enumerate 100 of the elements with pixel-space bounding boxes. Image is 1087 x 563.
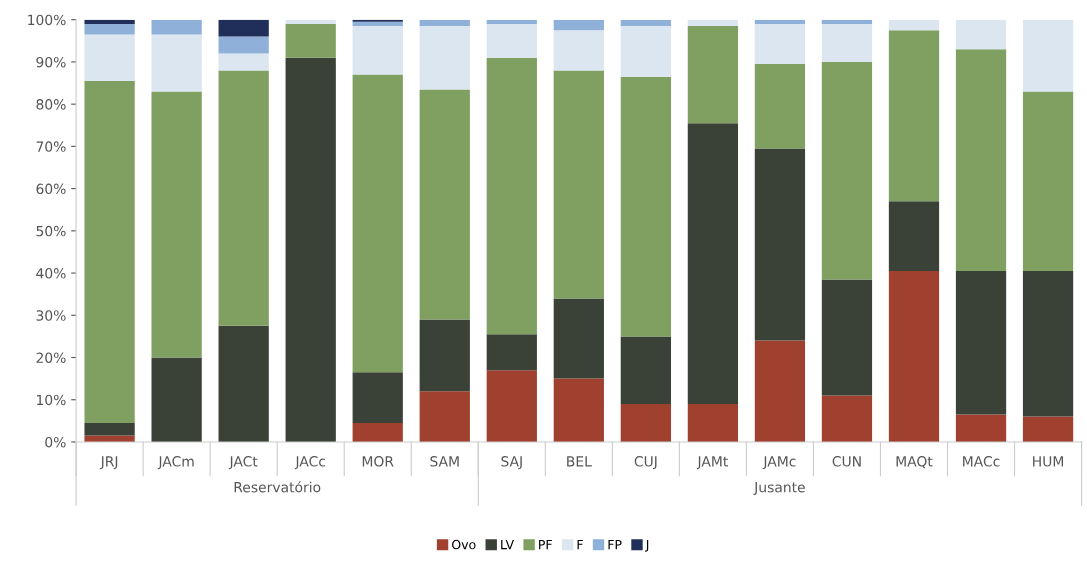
bar: [955, 49, 1007, 271]
bar: [1022, 19, 1074, 92]
bar: [84, 422, 135, 436]
bar: [821, 395, 873, 442]
bar: [553, 378, 604, 442]
legend-label: J: [645, 540, 649, 552]
bar: [888, 30, 940, 202]
y-tick-label: 10%: [37, 394, 66, 406]
bar: [1022, 270, 1074, 417]
bar: [1022, 416, 1074, 442]
bar: [486, 57, 537, 335]
bar: [620, 76, 671, 337]
bar: [553, 298, 604, 379]
legend-label: FP: [608, 540, 622, 550]
x-tick-label: HUM: [1033, 456, 1063, 467]
bar: [486, 23, 537, 58]
legend-label: LV: [501, 540, 514, 550]
bar: [151, 19, 202, 35]
x-tick-label: JAMt: [696, 456, 728, 470]
bar: [553, 30, 604, 71]
text: Reservatório: [234, 481, 321, 493]
y-tick-label: 100%: [28, 14, 66, 26]
bar: [352, 19, 403, 22]
bar: [84, 19, 135, 24]
x-tick-label: MOR: [362, 456, 394, 467]
bar: [754, 23, 806, 65]
bar: [687, 123, 739, 404]
bar: [754, 340, 806, 442]
bar: [285, 23, 336, 58]
bar: [620, 19, 671, 27]
bar: [419, 319, 470, 392]
text: Jusante: [753, 482, 805, 496]
y-tick-label: 70%: [36, 141, 66, 152]
bar: [84, 80, 135, 423]
x-tick-label: SAM: [430, 456, 459, 467]
bar: [888, 19, 940, 31]
x-tick-label: CUJ: [634, 456, 657, 470]
x-tick-label: SAJ: [501, 456, 522, 470]
bar: [218, 70, 269, 326]
bar: [553, 19, 604, 31]
bar: [888, 270, 940, 442]
x-tick-label: JACt: [228, 456, 258, 470]
legend-label: F: [577, 540, 583, 550]
bar: [821, 279, 873, 396]
bar: [754, 148, 806, 341]
bar: [352, 26, 403, 75]
bar: [419, 89, 470, 320]
bar: [821, 61, 873, 280]
bar: [486, 334, 537, 371]
bar: [821, 23, 873, 62]
legend-label: PF: [539, 540, 552, 550]
x-tick-label: JACm: [157, 456, 194, 470]
y-tick-label: 50%: [36, 225, 66, 237]
y-tick-label: 0%: [45, 436, 66, 448]
x-tick-label: JRJ: [99, 456, 118, 470]
bar: [687, 26, 739, 124]
bar: [687, 19, 739, 27]
bar: [352, 422, 403, 442]
bar: [151, 91, 202, 358]
legend-label: Ovo: [452, 539, 476, 550]
bar: [1022, 91, 1074, 271]
bar: [754, 64, 806, 149]
bar: [486, 19, 537, 24]
x-tick-label: MACc: [963, 456, 1000, 467]
bar: [955, 270, 1007, 415]
bar: [486, 370, 537, 442]
bar: [285, 57, 336, 442]
bar: [352, 74, 403, 373]
bar: [620, 26, 671, 77]
bar: [620, 336, 671, 404]
bar: [84, 23, 135, 35]
bar: [218, 36, 269, 54]
bar: [553, 70, 604, 299]
bar: [888, 201, 940, 271]
y-tick-label: 30%: [36, 310, 66, 321]
bar: [84, 34, 135, 81]
x-tick-label: CUN: [832, 456, 861, 467]
bar: [754, 19, 806, 24]
bar: [352, 21, 403, 27]
bar: [419, 19, 470, 27]
bar: [620, 403, 671, 442]
bar: [419, 391, 470, 442]
bar: [218, 325, 269, 442]
x-tick-label: JAMc: [762, 456, 796, 470]
bar: [955, 414, 1007, 442]
bar: [352, 372, 403, 423]
y-tick-label: 40%: [36, 268, 66, 279]
y-tick-label: 60%: [36, 183, 66, 195]
bar: [218, 53, 269, 71]
x-tick-label: MAQt: [896, 456, 933, 469]
bar: [419, 26, 470, 90]
x-tick-label: BEL: [567, 456, 592, 467]
bar: [151, 357, 202, 442]
y-tick-label: 80%: [36, 99, 66, 110]
bar: [218, 19, 269, 37]
bar: [151, 34, 202, 92]
bar: [955, 19, 1007, 50]
y-tick-label: 20%: [36, 352, 66, 363]
x-tick-label: JACc: [294, 456, 326, 470]
bar: [285, 19, 336, 24]
